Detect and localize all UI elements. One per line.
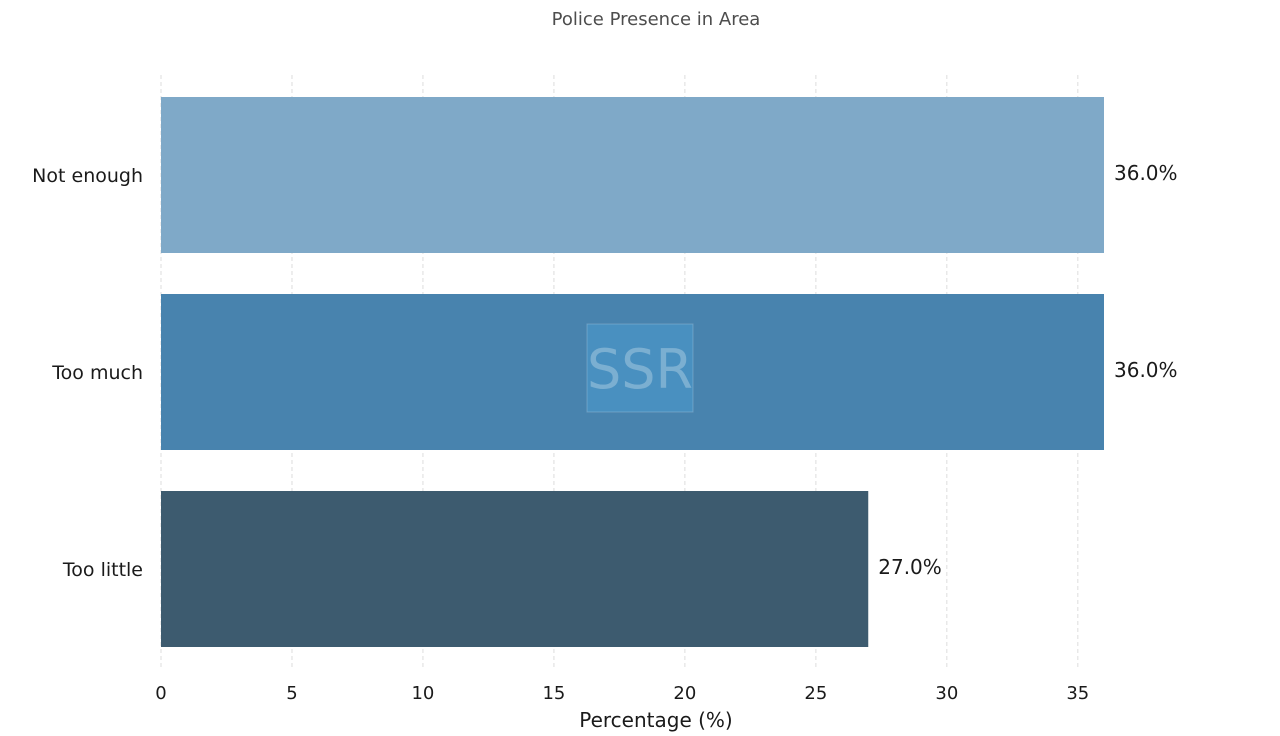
x-axis-ticks: 0 5 10 15 20 25 30 35 — [155, 683, 1089, 704]
x-axis-label: Percentage (%) — [579, 708, 732, 732]
x-tick-label: 25 — [804, 683, 827, 704]
category-label: Too much — [51, 362, 143, 384]
category-label: Too little — [62, 559, 143, 581]
x-tick-label: 5 — [286, 683, 297, 704]
chart-title: Police Presence in Area — [552, 9, 761, 30]
x-tick-label: 30 — [935, 683, 958, 704]
watermark-logo: SSR — [586, 323, 694, 413]
x-tick-label: 35 — [1066, 683, 1089, 704]
bar — [161, 97, 1104, 253]
data-label: 36.0% — [1114, 358, 1178, 382]
bar — [161, 491, 869, 647]
x-tick-label: 0 — [155, 683, 166, 704]
data-label: 36.0% — [1114, 161, 1178, 185]
x-tick-label: 20 — [673, 683, 696, 704]
watermark-text: SSR — [587, 338, 693, 401]
data-labels: 36.0% 36.0% 27.0% — [878, 161, 1177, 579]
x-tick-label: 10 — [411, 683, 434, 704]
x-tick-label: 15 — [542, 683, 565, 704]
data-label: 27.0% — [878, 555, 942, 579]
category-label: Not enough — [32, 165, 143, 187]
y-axis-categories: Not enough Too much Too little — [32, 165, 143, 581]
